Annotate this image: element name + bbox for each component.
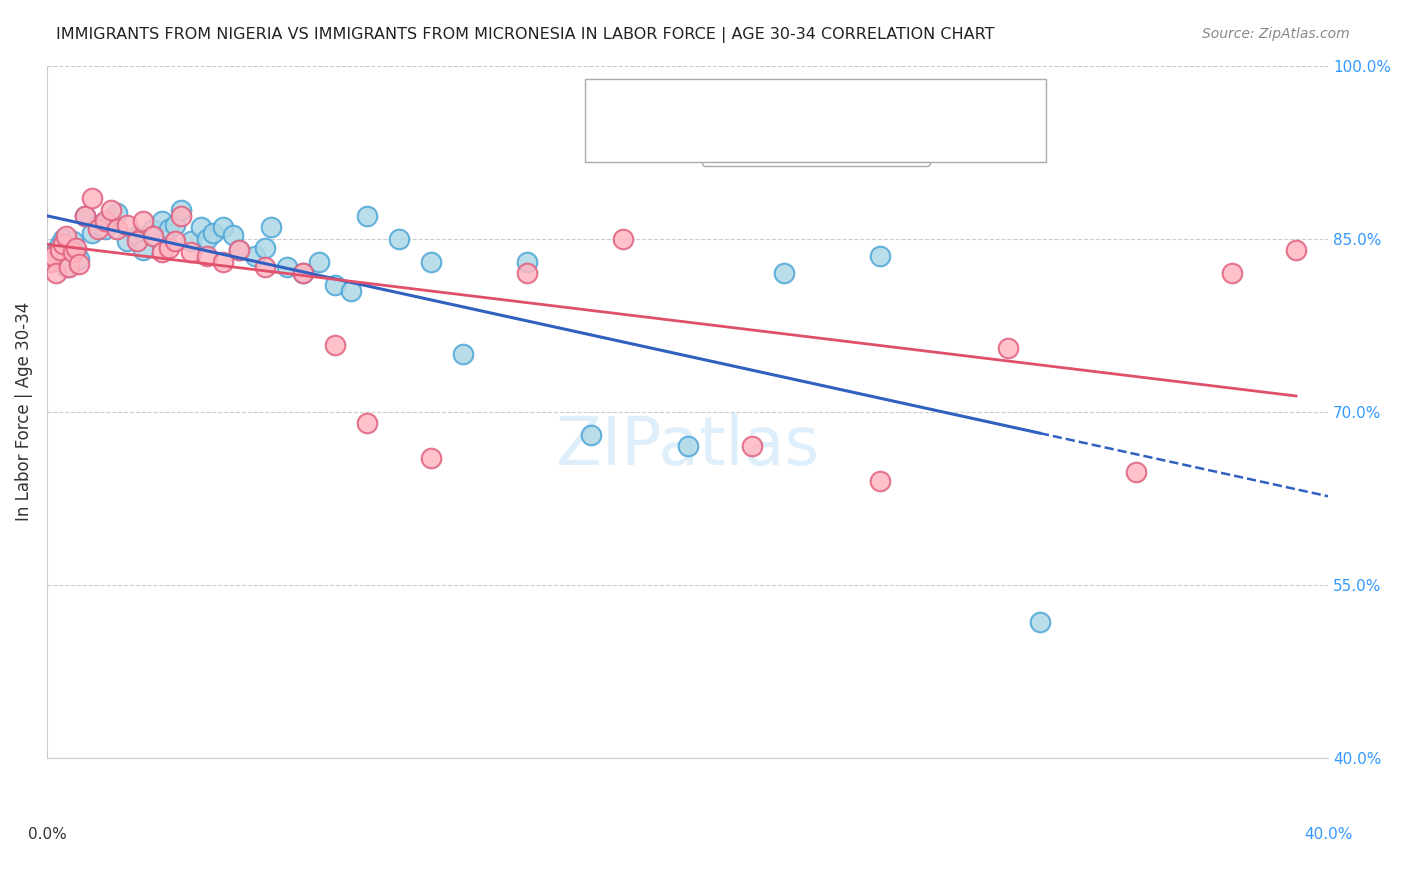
Point [157, 222, 180, 236]
Text: 0.0%: 0.0% [28, 827, 66, 842]
Point [1220, 266, 1243, 280]
Point [388, 231, 411, 245]
Point [516, 266, 538, 280]
Point [42, 249, 65, 263]
Point [308, 254, 330, 268]
Point [75, 209, 97, 223]
Point [243, 249, 266, 263]
Point [105, 206, 128, 220]
Point [93, 214, 115, 228]
Point [39, 254, 62, 268]
Point [453, 347, 475, 361]
Point [420, 254, 443, 268]
Point [170, 202, 193, 217]
Point [612, 231, 634, 245]
Point [869, 474, 891, 488]
Point [292, 266, 315, 280]
Point [65, 245, 87, 260]
Point [42, 249, 65, 263]
Point [48, 237, 70, 252]
Text: IMMIGRANTS FROM NIGERIA VS IMMIGRANTS FROM MICRONESIA IN LABOR FORCE | AGE 30-34: IMMIGRANTS FROM NIGERIA VS IMMIGRANTS FR… [56, 27, 994, 43]
Point [253, 241, 276, 255]
Legend: R =  0.065   N = 49, R = -0.040   N = 41: R = 0.065 N = 49, R = -0.040 N = 41 [702, 95, 929, 166]
Bar [585, 79, 1046, 162]
Point [55, 260, 77, 275]
Point [93, 222, 115, 236]
Point [52, 237, 75, 252]
Point [202, 226, 225, 240]
Point [212, 254, 235, 268]
Point [1029, 615, 1052, 629]
Y-axis label: In Labor Force | Age 30-34: In Labor Force | Age 30-34 [15, 302, 32, 521]
Point [356, 416, 378, 430]
Point [228, 243, 250, 257]
Point [1125, 465, 1147, 479]
Point [115, 218, 138, 232]
Point [100, 214, 122, 228]
Point [253, 260, 276, 275]
Point [48, 243, 70, 257]
Point [67, 252, 90, 267]
Point [190, 220, 212, 235]
Point [212, 220, 235, 235]
Point [997, 341, 1019, 355]
Point [132, 243, 155, 257]
Point [180, 245, 202, 260]
Point [581, 427, 603, 442]
Point [65, 241, 87, 255]
Point [150, 245, 173, 260]
Point [105, 222, 128, 236]
Point [170, 209, 193, 223]
Point [142, 222, 165, 236]
Point [163, 218, 186, 232]
Point [62, 234, 84, 248]
Text: 40.0%: 40.0% [1303, 827, 1353, 842]
Point [1285, 243, 1308, 257]
Point [260, 220, 283, 235]
Point [869, 249, 891, 263]
Point [323, 277, 346, 292]
Point [45, 266, 67, 280]
Point [516, 254, 538, 268]
Point [228, 243, 250, 257]
Point [323, 337, 346, 351]
Point [55, 229, 77, 244]
Point [195, 249, 218, 263]
Point [772, 266, 794, 280]
Point [180, 234, 202, 248]
Text: Source: ZipAtlas.com: Source: ZipAtlas.com [1202, 27, 1350, 41]
Point [39, 254, 62, 268]
Point [67, 257, 90, 271]
Point [420, 450, 443, 465]
Point [163, 234, 186, 248]
Point [340, 284, 363, 298]
Point [75, 209, 97, 223]
Point [80, 226, 103, 240]
Point [100, 202, 122, 217]
Text: ZIPatlas: ZIPatlas [555, 413, 820, 479]
Point [150, 214, 173, 228]
Point [676, 439, 699, 453]
Point [52, 231, 75, 245]
Point [132, 214, 155, 228]
Point [292, 266, 315, 280]
Point [58, 241, 80, 255]
Point [87, 222, 110, 236]
Point [125, 229, 148, 244]
Point [356, 209, 378, 223]
Point [115, 234, 138, 248]
Point [221, 228, 243, 243]
Point [125, 234, 148, 248]
Point [58, 260, 80, 275]
Point [45, 243, 67, 257]
Point [87, 218, 110, 232]
Point [741, 439, 763, 453]
Point [276, 260, 298, 275]
Point [195, 231, 218, 245]
Point [157, 241, 180, 255]
Point [142, 229, 165, 244]
Point [80, 191, 103, 205]
Point [62, 245, 84, 260]
